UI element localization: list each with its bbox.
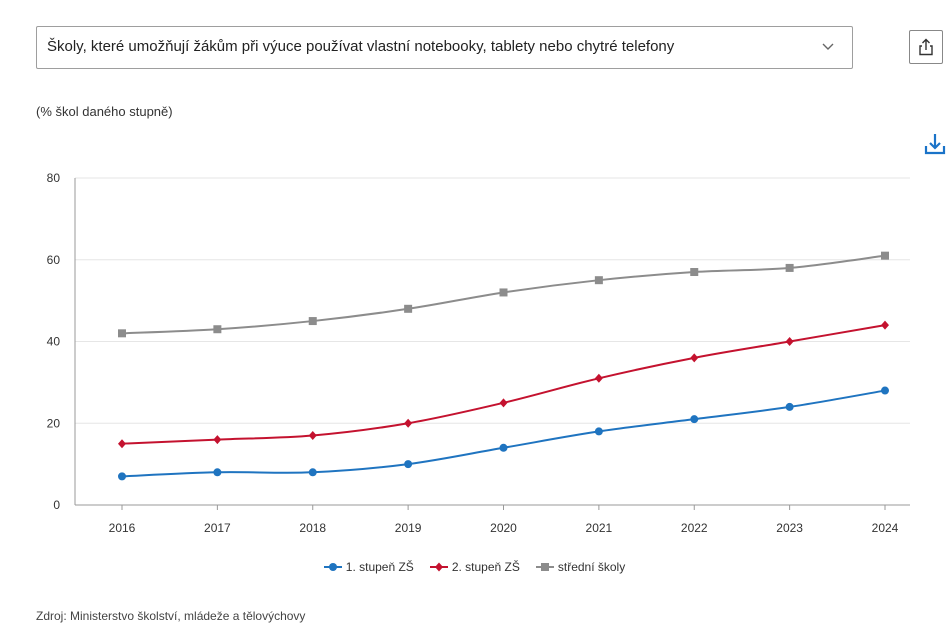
- legend-symbol: [429, 562, 448, 572]
- data-point-series-3: [404, 304, 413, 313]
- indicator-select-value: Školy, které umožňují žákům při výuce po…: [47, 38, 675, 55]
- x-tick-label: 2019: [395, 521, 422, 535]
- data-point-series-2: [118, 439, 126, 449]
- x-tick-label: 2020: [490, 521, 517, 535]
- source-note: Zdroj: Ministerstvo školství, mládeže a …: [36, 609, 306, 623]
- data-point-series-3: [213, 325, 222, 334]
- data-point-series-2: [213, 435, 222, 445]
- data-point-series-1: [499, 443, 508, 452]
- data-point-series-1: [308, 468, 317, 477]
- data-point-series-2: [881, 320, 889, 330]
- y-tick-label: 0: [53, 498, 60, 512]
- legend-item-1[interactable]: 1. stupeň ZŠ: [323, 560, 414, 574]
- data-point-series-1: [118, 472, 126, 481]
- legend-label: 1. stupeň ZŠ: [345, 560, 414, 574]
- legend-symbol: [323, 563, 342, 571]
- data-point-series-1: [690, 415, 699, 424]
- data-point-series-3: [785, 263, 794, 272]
- x-tick-label: 2021: [586, 521, 613, 535]
- data-point-series-3: [118, 329, 126, 338]
- x-tick-label: 2022: [681, 521, 708, 535]
- data-point-series-3: [499, 288, 508, 297]
- legend-item-2[interactable]: 2. stupeň ZŠ: [429, 560, 520, 574]
- data-point-series-1: [881, 386, 889, 395]
- data-point-series-1: [213, 468, 222, 477]
- x-tick-label: 2016: [109, 521, 136, 535]
- series-line-2: [121, 324, 886, 445]
- unit-label: (% škol daného stupně): [36, 104, 173, 119]
- download-button[interactable]: [923, 132, 947, 156]
- y-tick-label: 20: [47, 416, 61, 430]
- legend-item-3[interactable]: střední školy: [535, 560, 626, 574]
- share-button[interactable]: [909, 30, 943, 64]
- data-point-series-2: [499, 398, 508, 408]
- y-tick-label: 60: [47, 253, 61, 267]
- data-point-series-1: [594, 427, 603, 436]
- data-point-series-3: [881, 251, 889, 260]
- data-point-series-3: [594, 276, 603, 285]
- data-point-series-2: [594, 373, 603, 383]
- x-tick-label: 2024: [872, 521, 899, 535]
- data-point-series-3: [690, 268, 699, 277]
- chevron-down-icon: [822, 43, 834, 50]
- chart-legend: 1. stupeň ZŠ 2. stupeň ZŠ střední školy: [0, 560, 949, 574]
- data-point-series-3: [308, 317, 317, 326]
- x-tick-label: 2018: [299, 521, 326, 535]
- data-point-series-2: [308, 431, 317, 441]
- data-point-series-2: [785, 337, 794, 346]
- y-tick-label: 40: [47, 335, 61, 349]
- data-point-series-1: [785, 402, 794, 411]
- x-tick-label: 2017: [204, 521, 231, 535]
- legend-symbol: [535, 563, 554, 571]
- line-chart: 0 20 40 60 80 2016 2017 2018 2019 2020 2021 2022 202…: [47, 171, 910, 535]
- indicator-select[interactable]: Školy, které umožňují žákům při výuce po…: [36, 26, 853, 69]
- data-point-series-2: [690, 353, 699, 363]
- legend-label: 2. stupeň ZŠ: [451, 560, 520, 574]
- share-icon: [919, 38, 933, 56]
- download-icon: [924, 134, 946, 155]
- data-point-series-1: [404, 460, 413, 469]
- data-point-series-2: [404, 418, 413, 428]
- y-tick-label: 80: [47, 171, 61, 185]
- legend-label: střední školy: [557, 560, 626, 574]
- x-tick-label: 2023: [776, 521, 803, 535]
